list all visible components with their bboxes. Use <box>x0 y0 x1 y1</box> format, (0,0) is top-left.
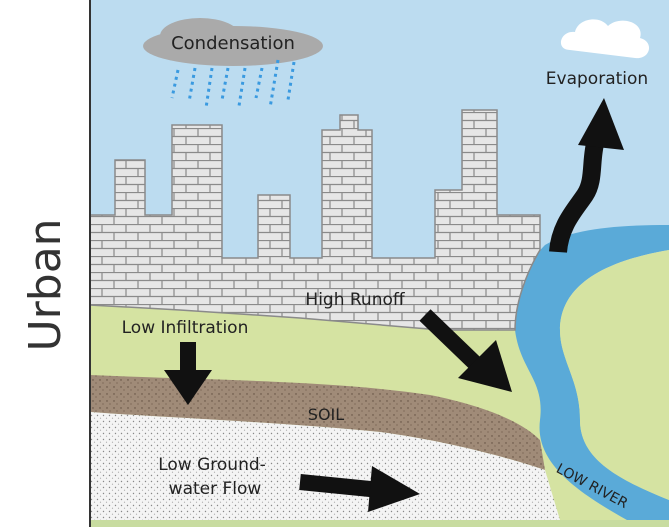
evaporation-cloud <box>560 19 650 59</box>
groundwater-zone <box>90 412 560 520</box>
rain <box>170 59 296 109</box>
side-label: Urban <box>20 218 71 351</box>
city <box>89 109 541 331</box>
groundwater-label: Low Ground- <box>158 455 266 475</box>
runoff-label: High Runoff <box>305 290 405 310</box>
condensation-label: Condensation <box>171 33 295 54</box>
bottom-strip <box>90 520 669 527</box>
arrows <box>164 98 624 512</box>
groundwater-label: water Flow <box>169 479 262 499</box>
evaporation-label: Evaporation <box>546 69 648 89</box>
river-bank <box>560 250 669 500</box>
river <box>513 225 669 527</box>
infiltration-label: Low Infiltration <box>122 318 249 338</box>
cloud <box>160 18 240 54</box>
soil-band <box>90 375 545 470</box>
soil-label: SOIL <box>308 405 344 424</box>
